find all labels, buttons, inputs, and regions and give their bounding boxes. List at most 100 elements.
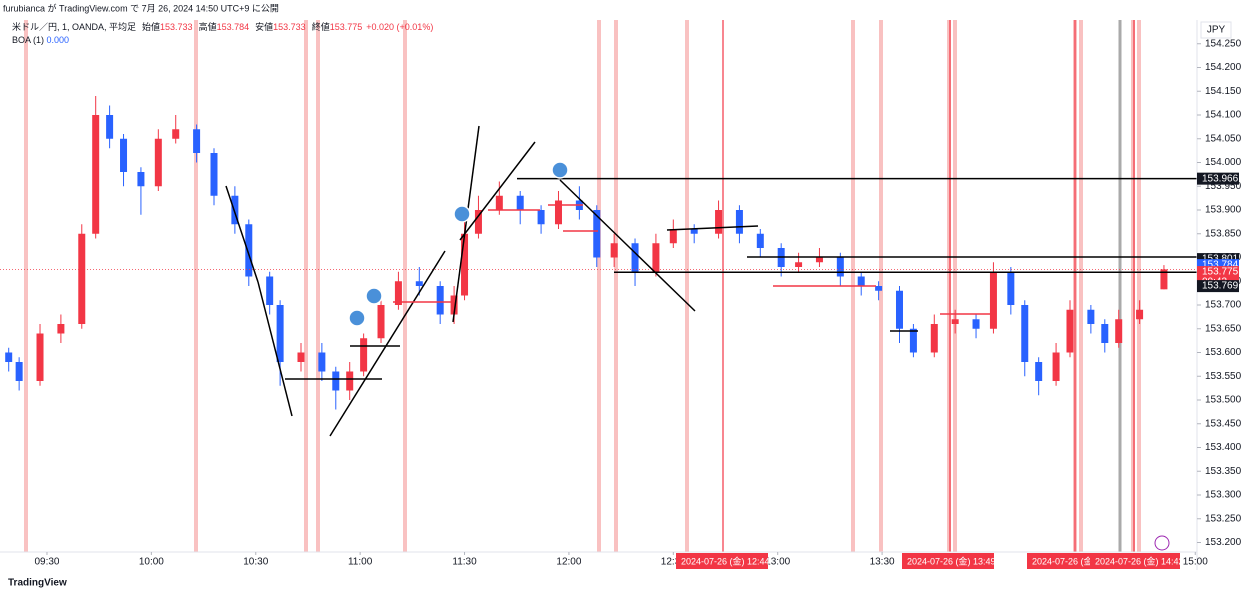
y-tick-label: 154.150 bbox=[1205, 86, 1242, 97]
y-tick-label: 154.200 bbox=[1205, 62, 1242, 73]
candle-body bbox=[1035, 362, 1043, 381]
candle-body bbox=[231, 195, 239, 225]
candle-body bbox=[795, 262, 803, 267]
published: furubianca が TradingView.com で 7月 26, 20… bbox=[3, 2, 279, 13]
candle-body bbox=[92, 115, 100, 234]
y-tick-label: 153.850 bbox=[1205, 228, 1242, 239]
date-label: 2024-07-26 (金) 13:49 bbox=[907, 555, 996, 566]
candle-body bbox=[106, 115, 114, 139]
currency-box bbox=[1200, 21, 1232, 39]
x-tick-label: 15:00 bbox=[1183, 557, 1208, 568]
candle-body bbox=[1115, 319, 1123, 343]
y-tick-label: 154.000 bbox=[1205, 157, 1242, 168]
candle-body bbox=[669, 229, 677, 244]
candle-body bbox=[516, 195, 524, 210]
candle-body bbox=[895, 290, 903, 329]
legend: 米ドル／円, 1, OANDA, 平均足 始値153.733 高値153.784 安値… bbox=[12, 21, 433, 32]
candle-body bbox=[297, 352, 305, 362]
symbol: 米ドル／円, 1, OANDA, 平均足 bbox=[12, 21, 136, 32]
brand: TradingView bbox=[8, 578, 67, 589]
y-tick-label: 153.950 bbox=[1205, 181, 1242, 192]
candle-body bbox=[610, 243, 618, 258]
candle-body bbox=[461, 233, 469, 296]
y-tick-label: 153.700 bbox=[1205, 300, 1242, 311]
candle-body bbox=[332, 371, 340, 391]
ohlc-label: 高値 bbox=[199, 21, 217, 32]
candle-body bbox=[735, 210, 743, 234]
y-tick-label: 153.350 bbox=[1205, 466, 1242, 477]
candle-body bbox=[652, 243, 660, 272]
y-tick-label: 153.300 bbox=[1205, 490, 1242, 501]
candle-body bbox=[346, 371, 354, 391]
date-label-box bbox=[1027, 553, 1091, 569]
x-tick-label: 13:30 bbox=[870, 557, 895, 568]
date-label-box bbox=[676, 553, 768, 569]
event-icons bbox=[348, 161, 569, 327]
y-tick-label: 153.550 bbox=[1205, 371, 1242, 382]
candle-body bbox=[436, 286, 444, 315]
candle-body bbox=[593, 210, 601, 258]
candle-body bbox=[57, 324, 65, 334]
indicator-legend: BOA (1) 0.000 bbox=[12, 35, 69, 45]
candle-body bbox=[450, 295, 458, 315]
indicator-value: 0.000 bbox=[47, 35, 70, 45]
candle-body bbox=[36, 333, 44, 381]
date-label: 2024-07-26 (金) 14:42 bbox=[1095, 555, 1184, 566]
candle-body bbox=[690, 229, 698, 234]
ohlc-value: 153.733 bbox=[160, 22, 193, 32]
indicator-name: BOA (1) bbox=[12, 35, 44, 45]
candle-body bbox=[1160, 269, 1168, 290]
candle-body bbox=[377, 305, 385, 339]
candle-body bbox=[836, 257, 844, 277]
vertical-markers bbox=[722, 20, 1135, 552]
x-tick-label: 11:30 bbox=[452, 557, 477, 568]
price-label: 153.775 bbox=[1202, 267, 1239, 278]
price-label: 153.966 bbox=[1202, 173, 1239, 184]
candle-body bbox=[120, 138, 128, 172]
ohlc-label: 安値 bbox=[255, 21, 273, 32]
ohlc-label: 終値 bbox=[312, 21, 330, 32]
candle-body bbox=[554, 200, 562, 225]
x-tick-label: 10:00 bbox=[139, 557, 164, 568]
ohlc-value: 153.733 bbox=[273, 22, 306, 32]
candle-body bbox=[1066, 309, 1074, 353]
y-tick-label: 153.500 bbox=[1205, 395, 1242, 406]
candle-body bbox=[909, 328, 917, 353]
plot bbox=[0, 96, 1197, 410]
candle-body bbox=[172, 129, 180, 139]
candle-body bbox=[193, 129, 201, 153]
alert-icon bbox=[1154, 535, 1170, 551]
date-label: 2024-07-26 (金 bbox=[1032, 555, 1093, 566]
candle-body bbox=[989, 271, 997, 329]
candle-body bbox=[210, 153, 218, 196]
candle-body bbox=[875, 286, 883, 291]
candle-body bbox=[245, 224, 253, 277]
y-tick-label: 153.450 bbox=[1205, 418, 1242, 429]
candle-body bbox=[1007, 271, 1015, 305]
candle-body bbox=[815, 257, 823, 263]
candle-body bbox=[951, 319, 959, 324]
candle-body bbox=[394, 281, 402, 305]
x-tick-label: 12:30 bbox=[661, 557, 686, 568]
date-label-box bbox=[1090, 553, 1180, 569]
candle-body bbox=[78, 233, 86, 324]
x-tick-label: 09:30 bbox=[34, 557, 59, 568]
y-tick-label: 153.650 bbox=[1205, 323, 1242, 334]
candle-body bbox=[474, 210, 482, 234]
candle-body bbox=[1136, 309, 1144, 320]
candle-body bbox=[537, 210, 545, 225]
date-label-box bbox=[902, 553, 994, 569]
drawings bbox=[225, 125, 995, 437]
candle-body bbox=[972, 319, 980, 329]
y-tick-label: 153.200 bbox=[1205, 537, 1242, 548]
y-tick-label: 153.600 bbox=[1205, 347, 1242, 358]
candle-body bbox=[266, 276, 274, 305]
candle-body bbox=[154, 138, 162, 187]
candle-body bbox=[276, 305, 284, 362]
y-tick-label: 154.250 bbox=[1205, 38, 1242, 49]
x-tick-label: 11:00 bbox=[348, 557, 373, 568]
candle-body bbox=[1101, 324, 1109, 343]
y-tick-label: 153.250 bbox=[1205, 513, 1242, 524]
